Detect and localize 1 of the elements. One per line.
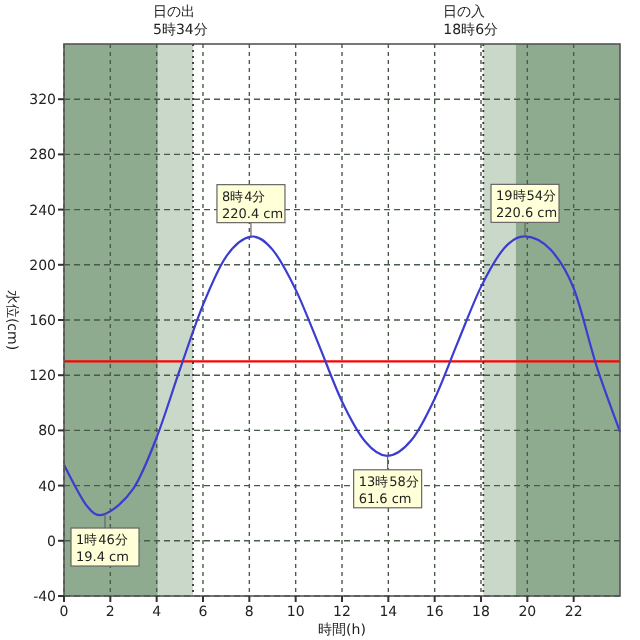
line-series	[62, 235, 622, 516]
